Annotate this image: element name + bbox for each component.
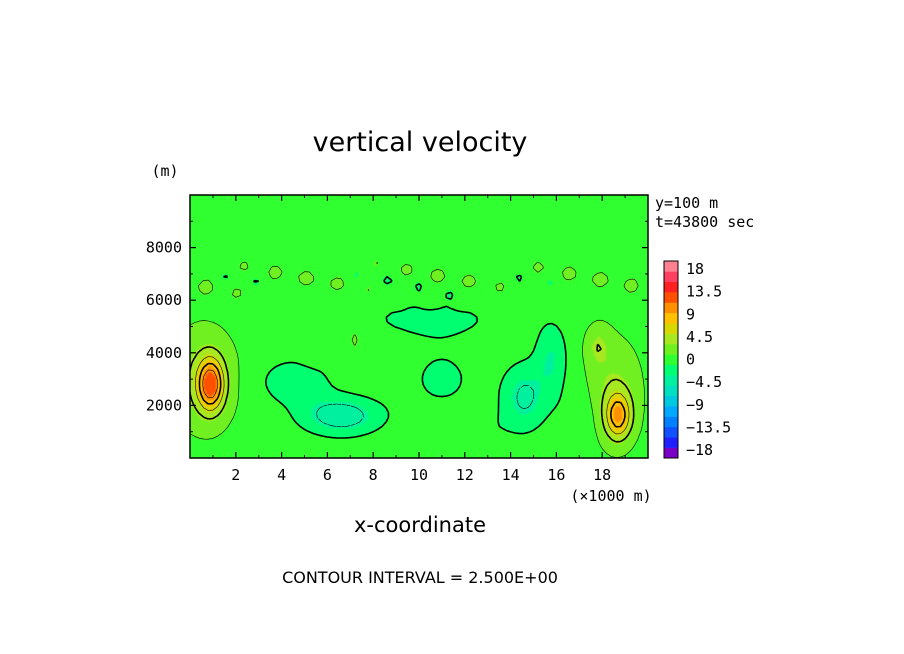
colorbar-swatch [664,385,678,397]
y-tick-label: 6000 [146,291,182,309]
x-tick-label: 14 [502,466,520,484]
info-y-position: y=100 m [655,194,718,212]
colorbar-swatch [664,261,678,272]
colorbar-swatch [664,312,678,324]
contour-line [195,356,630,435]
colorbar-label: −18 [686,441,713,459]
colorbar-swatch [664,343,678,355]
x-tick-label: 18 [593,466,611,484]
colorbar-swatch [664,375,678,386]
x-tick-label: 12 [456,466,474,484]
colorbar-frame [663,260,679,459]
x-tick-label: 8 [369,466,378,484]
colorbar-swatch [664,302,678,314]
colorbar-label: −13.5 [686,418,731,436]
contour-lines [190,261,645,458]
info-time: t=43800 sec [655,213,754,231]
colorbar-label: −4.5 [686,373,722,391]
colorbar-label: 13.5 [686,283,722,301]
colorbar-swatch [664,406,678,417]
x-axis-title: x-coordinate [354,513,486,537]
x-unit-label: (×1000 m) [570,487,651,505]
colorbar-swatch [664,281,678,293]
colorbar-swatch [664,437,678,448]
contour-line [190,343,635,443]
colorbar-label: 4.5 [686,328,713,346]
colorbar-swatch [664,426,678,438]
velocity-field [190,195,648,458]
y-tick-label: 8000 [146,239,182,257]
contour-interval-note: CONTOUR INTERVAL = 2.500E+00 [282,568,558,587]
contour-line [223,274,567,439]
plot-area [189,194,649,459]
y-tick-label: 4000 [146,344,182,362]
x-tick-label: 6 [323,466,332,484]
x-tick-label: 10 [410,466,428,484]
contour-line [202,369,218,399]
y-axis: 2000 4000 6000 8000 [146,220,648,433]
x-tick-label: 4 [277,466,286,484]
x-axis: 2 4 6 8 10 12 14 16 18 [212,195,626,484]
colorbar-label: 0 [686,351,695,369]
y-unit-label: (m) [151,162,178,180]
colorbar-swatch [664,416,678,428]
colorbar-swatch [664,364,678,376]
chart-title: vertical velocity [313,127,528,158]
contour-line [190,261,645,458]
colorbar-label: 18 [686,260,704,278]
colorbar: 18 13.5 9 4.5 0 −4.5 −9 −13.5 −18 [663,260,731,459]
colorbar-swatch [664,354,678,365]
colorbar-swatch [664,323,678,334]
colorbar-label: −9 [686,396,704,414]
colorbar-swatch [664,395,678,407]
colorbar-label: 9 [686,305,695,323]
colorbar-swatch [664,271,678,283]
colorbar-swatch [664,333,678,345]
contour-line [198,362,626,428]
y-tick-label: 2000 [146,396,182,414]
x-tick-label: 2 [231,466,240,484]
colorbar-swatch [664,292,678,303]
colorbar-swatch [664,447,678,459]
x-tick-label: 16 [547,466,565,484]
contour-line [316,385,535,427]
